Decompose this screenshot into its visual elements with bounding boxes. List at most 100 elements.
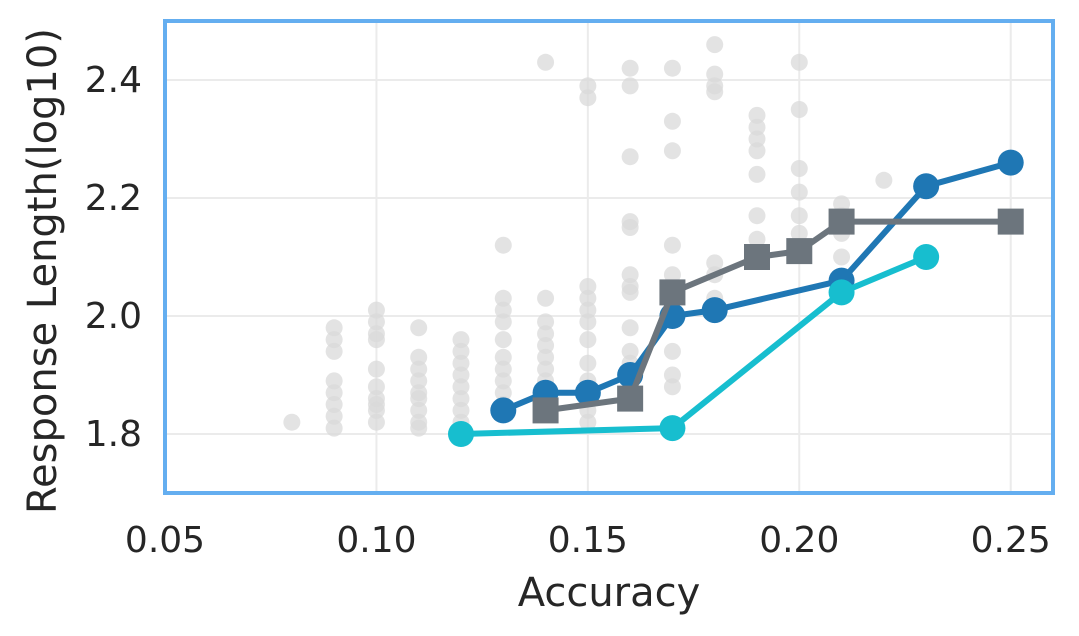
x-tick-label-3: 0.20: [759, 520, 839, 561]
background-point-50: [537, 337, 555, 354]
background-point-25: [410, 401, 428, 419]
background-point-90: [706, 254, 724, 272]
background-point-67: [621, 59, 639, 77]
background-point-49: [537, 325, 555, 343]
series-2-line: [460, 254, 928, 437]
background-point-69: [621, 148, 639, 166]
series-0-point-8: [997, 149, 1024, 176]
background-point-79: [663, 112, 681, 130]
series-0-point-5: [701, 297, 728, 324]
background-point-97: [748, 165, 766, 183]
series-2-point-2: [828, 279, 855, 306]
background-point-89: [706, 83, 724, 101]
series-1-point-1: [617, 385, 644, 412]
background-point-38: [494, 301, 512, 319]
background-point-13: [367, 360, 385, 378]
background-point-19: [410, 319, 428, 337]
x-tick-labels: 0.05 0.10 0.15 0.20 0.25: [125, 520, 1051, 561]
background-point-81: [663, 236, 681, 254]
background-point-72: [621, 266, 639, 284]
series-1-point-3: [744, 244, 770, 270]
background-point-42: [494, 360, 512, 378]
background-point-111: [833, 248, 851, 266]
background-point-43: [494, 372, 512, 390]
series-layer: [448, 149, 1024, 447]
x-tick-label-4: 0.25: [971, 520, 1051, 561]
background-point-59: [579, 301, 597, 319]
background-point-103: [790, 160, 808, 177]
background-point-93: [748, 106, 766, 124]
background-point-37: [494, 289, 512, 307]
background-point-29: [452, 342, 470, 360]
series-1-point-2: [659, 279, 686, 306]
background-point-4: [325, 372, 343, 390]
background-point-3: [325, 342, 343, 360]
series-2-point-0: [448, 421, 474, 447]
background-point-60: [579, 313, 597, 331]
background-point-17: [367, 401, 385, 419]
background-point-9: [367, 301, 385, 319]
background-points: [283, 36, 893, 437]
background-point-12: [367, 331, 385, 349]
background-point-51: [537, 348, 555, 366]
background-point-99: [748, 230, 766, 248]
background-point-0: [283, 413, 301, 431]
background-point-85: [663, 378, 681, 396]
background-point-28: [452, 331, 470, 349]
background-point-7: [325, 407, 343, 425]
x-tick-label-1: 0.10: [336, 520, 416, 561]
background-point-66: [579, 413, 597, 431]
background-point-30: [452, 354, 470, 372]
background-point-31: [452, 366, 470, 384]
background-point-5: [325, 384, 343, 402]
background-point-105: [790, 207, 808, 225]
y-tick-label-2: 2.2: [85, 178, 142, 219]
series-2: [448, 244, 940, 447]
series-0-point-2: [574, 379, 601, 406]
background-point-106: [790, 224, 808, 242]
plot-frame: [163, 19, 1055, 495]
background-point-34: [452, 401, 470, 419]
background-point-44: [494, 384, 512, 402]
series-0-point-7: [913, 173, 940, 200]
background-point-33: [452, 390, 470, 408]
background-point-102: [790, 101, 808, 118]
background-point-78: [663, 59, 681, 77]
background-point-86: [706, 36, 724, 54]
background-point-76: [621, 342, 639, 360]
background-point-24: [410, 390, 428, 408]
background-point-32: [452, 378, 470, 396]
background-point-108: [833, 195, 851, 213]
background-point-83: [663, 342, 681, 360]
y-tick-label-0: 1.8: [85, 414, 142, 455]
series-2-point-3: [913, 244, 940, 270]
background-point-80: [663, 142, 681, 160]
background-point-21: [410, 360, 428, 378]
background-point-2: [325, 331, 343, 349]
background-point-57: [579, 278, 597, 295]
background-point-61: [579, 331, 597, 349]
y-tick-label-3: 2.4: [85, 60, 142, 101]
background-point-14: [367, 378, 385, 396]
background-point-101: [790, 53, 808, 71]
background-point-40: [494, 331, 512, 349]
x-tick-label-0: 0.05: [125, 520, 205, 561]
background-point-18: [367, 413, 385, 431]
background-point-95: [748, 130, 766, 148]
background-point-47: [537, 289, 555, 307]
background-point-75: [621, 319, 639, 337]
series-1: [532, 208, 1024, 424]
background-point-39: [494, 313, 512, 331]
background-point-104: [790, 183, 808, 201]
series-1-point-0: [532, 397, 559, 424]
y-tick-label-1: 2.0: [85, 296, 142, 337]
x-axis-label: Accuracy: [518, 570, 701, 616]
background-point-36: [494, 236, 512, 254]
background-point-58: [579, 289, 597, 307]
background-point-87: [706, 65, 724, 83]
background-point-6: [325, 396, 343, 413]
background-point-71: [621, 219, 639, 236]
background-point-1: [325, 319, 343, 337]
background-point-62: [579, 354, 597, 372]
background-point-10: [367, 313, 385, 331]
